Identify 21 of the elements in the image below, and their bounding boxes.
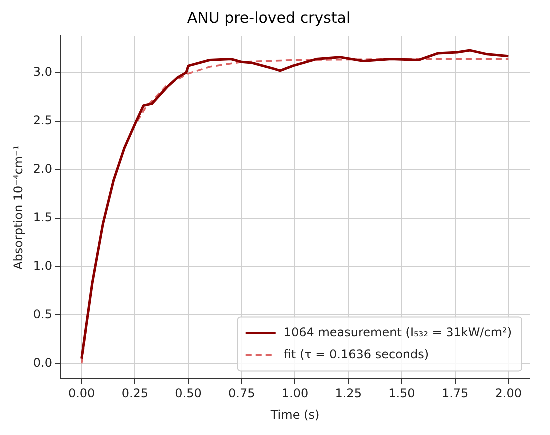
x-tick-label: 0.00 [68, 386, 96, 401]
y-tick-label: 1.0 [33, 258, 52, 273]
x-tick-label: 0.25 [122, 386, 149, 401]
y-axis-title: Absorption 10⁻⁴cm⁻¹ [11, 145, 26, 270]
x-tick-label: 1.00 [282, 386, 309, 401]
y-tick-label: 3.0 [33, 64, 52, 79]
y-tick-label: 2.5 [33, 113, 52, 128]
x-tick-label: 0.75 [228, 386, 256, 401]
x-axis-title: Time (s) [270, 408, 320, 422]
y-tick-label: 2.0 [33, 162, 52, 176]
y-tick-label: 0.5 [33, 307, 52, 322]
y-tick-label: 0.0 [33, 356, 52, 370]
x-tick-label: 2.00 [495, 386, 522, 401]
chart-title: ANU pre-loved crystal [187, 8, 351, 27]
x-tick-label: 1.75 [442, 386, 469, 401]
x-tick-label: 1.25 [335, 386, 362, 401]
x-tick-label: 1.50 [388, 386, 416, 401]
x-tick-label: 0.50 [175, 386, 202, 401]
legend-label: 1064 measurement (I₅₃₂ = 31kW/cm²) [284, 325, 512, 340]
y-tick-label: 1.5 [33, 210, 52, 224]
legend-label: fit (τ = 0.1636 seconds) [284, 347, 430, 362]
